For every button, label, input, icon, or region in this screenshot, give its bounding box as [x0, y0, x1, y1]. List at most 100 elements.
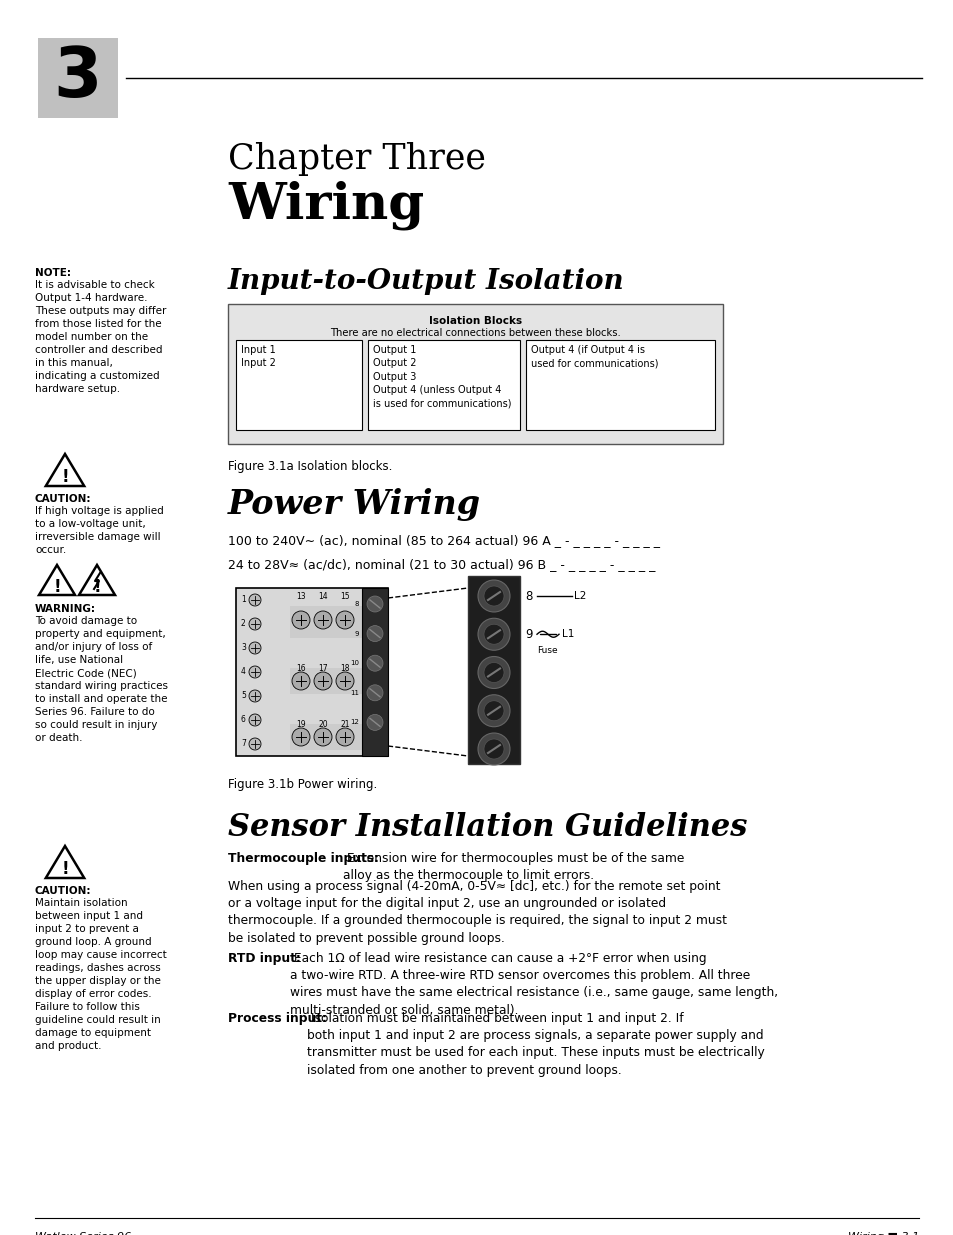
Circle shape: [292, 611, 310, 629]
Text: L2: L2: [574, 592, 586, 601]
Text: 2: 2: [241, 620, 246, 629]
Circle shape: [483, 585, 503, 606]
Text: Input-to-Output Isolation: Input-to-Output Isolation: [228, 268, 624, 295]
Bar: [290, 668, 366, 694]
Circle shape: [367, 656, 382, 671]
Text: Power Wiring: Power Wiring: [228, 488, 480, 521]
Text: 9: 9: [355, 631, 358, 636]
Circle shape: [477, 695, 510, 726]
Text: 12: 12: [350, 720, 358, 725]
Text: Fuse: Fuse: [537, 646, 558, 656]
Circle shape: [335, 672, 354, 690]
Circle shape: [249, 714, 261, 726]
Bar: [290, 724, 366, 750]
Text: L1: L1: [561, 630, 574, 640]
Text: CAUTION:: CAUTION:: [35, 885, 91, 897]
Circle shape: [367, 597, 382, 613]
Circle shape: [367, 684, 382, 700]
Circle shape: [249, 739, 261, 750]
Circle shape: [249, 666, 261, 678]
Text: 14: 14: [318, 592, 328, 601]
Text: 5: 5: [241, 692, 246, 700]
Text: Figure 3.1a Isolation blocks.: Figure 3.1a Isolation blocks.: [228, 459, 392, 473]
Text: Output 4 (if Output 4 is
used for communications): Output 4 (if Output 4 is used for commun…: [531, 345, 658, 368]
Text: 18: 18: [340, 664, 350, 673]
Text: Chapter Three: Chapter Three: [228, 142, 485, 177]
Text: !: !: [53, 578, 61, 595]
Text: 6: 6: [241, 715, 246, 725]
Circle shape: [335, 727, 354, 746]
Text: Output 1
Output 2
Output 3
Output 4 (unless Output 4
is used for communications): Output 1 Output 2 Output 3 Output 4 (unl…: [373, 345, 511, 409]
Text: It is advisable to check
Output 1-4 hardware.
These outputs may differ
from thos: It is advisable to check Output 1-4 hard…: [35, 280, 166, 394]
Text: When using a process signal (4-20mA, 0-5V≈ [dc], etc.) for the remote set point
: When using a process signal (4-20mA, 0-5…: [228, 881, 726, 945]
Text: 20: 20: [318, 720, 328, 729]
Bar: [290, 606, 366, 638]
Circle shape: [249, 618, 261, 630]
Text: Isolation Blocks: Isolation Blocks: [429, 316, 521, 326]
Bar: [38, 38, 118, 119]
Text: Wiring ■ 3.1: Wiring ■ 3.1: [847, 1233, 918, 1235]
Circle shape: [477, 734, 510, 764]
Text: 100 to 240V∼ (ac), nominal (85 to 264 actual) 96 A _ - _ _ _ _ - _ _ _ _: 100 to 240V∼ (ac), nominal (85 to 264 ac…: [228, 534, 659, 547]
Text: 15: 15: [340, 592, 350, 601]
Text: NOTE:: NOTE:: [35, 268, 71, 278]
Circle shape: [292, 727, 310, 746]
Text: 16: 16: [295, 664, 306, 673]
Text: !: !: [61, 468, 69, 487]
Circle shape: [477, 619, 510, 651]
Bar: [525, 340, 714, 430]
Circle shape: [477, 580, 510, 613]
Bar: [361, 588, 388, 756]
Circle shape: [483, 662, 503, 683]
Bar: [468, 576, 519, 764]
Text: Isolation must be maintained between input 1 and input 2. If
both input 1 and in: Isolation must be maintained between inp…: [307, 1011, 764, 1077]
Bar: [235, 588, 388, 756]
Text: !: !: [61, 860, 69, 878]
Text: 13: 13: [295, 592, 306, 601]
Circle shape: [314, 727, 332, 746]
Text: 3: 3: [241, 643, 246, 652]
Circle shape: [249, 594, 261, 606]
Circle shape: [477, 657, 510, 688]
Text: Wiring: Wiring: [228, 180, 424, 230]
Text: 7: 7: [241, 740, 246, 748]
Bar: [228, 304, 722, 445]
Text: Each 1Ω of lead wire resistance can cause a +2°F error when using
a two-wire RTD: Each 1Ω of lead wire resistance can caus…: [290, 952, 778, 1016]
Circle shape: [483, 700, 503, 721]
Circle shape: [367, 626, 382, 642]
Text: If high voltage is applied
to a low-voltage unit,
irreversible damage will
occur: If high voltage is applied to a low-volt…: [35, 506, 164, 555]
Text: Extension wire for thermocouples must be of the same
alloy as the thermocouple t: Extension wire for thermocouples must be…: [343, 852, 683, 882]
Circle shape: [483, 739, 503, 760]
Circle shape: [335, 611, 354, 629]
Text: Sensor Installation Guidelines: Sensor Installation Guidelines: [228, 811, 746, 844]
Circle shape: [292, 672, 310, 690]
Text: 17: 17: [318, 664, 328, 673]
Text: 9: 9: [524, 627, 532, 641]
Circle shape: [483, 624, 503, 645]
Text: 21: 21: [340, 720, 350, 729]
Circle shape: [249, 642, 261, 655]
Text: Maintain isolation
between input 1 and
input 2 to prevent a
ground loop. A groun: Maintain isolation between input 1 and i…: [35, 898, 167, 1051]
Text: Thermocouple inputs:: Thermocouple inputs:: [228, 852, 378, 864]
Text: Watlow Series 96: Watlow Series 96: [35, 1233, 132, 1235]
Text: CAUTION:: CAUTION:: [35, 494, 91, 504]
Text: Figure 3.1b Power wiring.: Figure 3.1b Power wiring.: [228, 778, 376, 790]
Text: 3: 3: [53, 44, 102, 111]
Text: 8: 8: [355, 601, 358, 606]
Text: WARNING:: WARNING:: [35, 604, 96, 614]
Circle shape: [314, 611, 332, 629]
Text: !: !: [93, 578, 101, 595]
Text: To avoid damage to
property and equipment,
and/or injury of loss of
life, use Na: To avoid damage to property and equipmen…: [35, 616, 168, 743]
Text: 24 to 28V≈ (ac/dc), nominal (21 to 30 actual) 96 B _ - _ _ _ _ - _ _ _ _: 24 to 28V≈ (ac/dc), nominal (21 to 30 ac…: [228, 558, 655, 571]
Text: 8: 8: [524, 589, 532, 603]
Text: RTD input:: RTD input:: [228, 952, 300, 965]
Text: There are no electrical connections between these blocks.: There are no electrical connections betw…: [330, 329, 620, 338]
Text: 11: 11: [350, 690, 358, 695]
Circle shape: [314, 672, 332, 690]
Text: 10: 10: [350, 661, 358, 666]
Text: Process input:: Process input:: [228, 1011, 327, 1025]
Bar: [235, 340, 361, 430]
Text: Input 1
Input 2: Input 1 Input 2: [241, 345, 275, 368]
Circle shape: [367, 714, 382, 730]
Text: 1: 1: [241, 595, 246, 604]
